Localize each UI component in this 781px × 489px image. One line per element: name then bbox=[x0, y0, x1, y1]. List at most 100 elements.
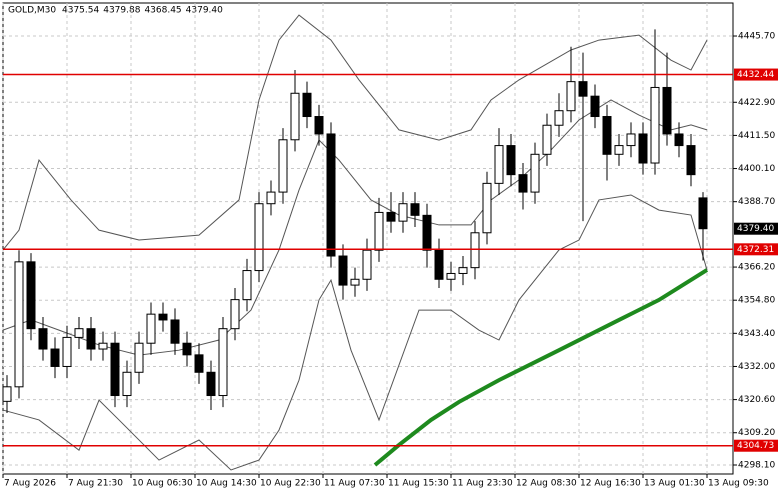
ohlc-info: 4379.88 bbox=[103, 6, 140, 16]
candle-body bbox=[446, 272, 456, 280]
level-label: 4432.44 bbox=[737, 70, 774, 80]
y-tick-label: 4422.90 bbox=[738, 98, 775, 108]
candle-body bbox=[458, 267, 468, 274]
candle-body bbox=[386, 211, 396, 222]
ohlc-info: 4368.45 bbox=[144, 6, 181, 16]
x-tick-label: 13 Aug 09:30 bbox=[708, 479, 769, 489]
ohlc-info: 4375.54 bbox=[62, 6, 99, 16]
chart-title: GOLD,M30 bbox=[8, 6, 56, 16]
candle-body bbox=[122, 371, 132, 397]
candle-body bbox=[494, 145, 504, 184]
candle-body bbox=[2, 386, 12, 402]
candle-body bbox=[74, 328, 84, 338]
candle-body bbox=[338, 255, 348, 286]
candle-body bbox=[290, 92, 300, 141]
level-label-box bbox=[734, 68, 778, 81]
x-tick-label: 11 Aug 23:30 bbox=[452, 479, 513, 489]
candle-body bbox=[578, 81, 588, 97]
x-tick-label: 13 Aug 01:30 bbox=[644, 479, 705, 489]
x-tick-label: 11 Aug 07:30 bbox=[324, 479, 385, 489]
candle-body bbox=[26, 261, 36, 330]
candle-body bbox=[158, 313, 168, 321]
y-tick-label: 4332.00 bbox=[738, 362, 775, 372]
candle-body bbox=[374, 211, 384, 251]
ohlc-info: 4379.40 bbox=[186, 6, 223, 16]
candle-body bbox=[218, 328, 228, 397]
x-tick-label: 10 Aug 22:30 bbox=[260, 479, 321, 489]
candle-body bbox=[350, 278, 360, 286]
price-label: 4379.40 bbox=[737, 224, 774, 234]
level-label: 4372.31 bbox=[737, 245, 774, 255]
level-label: 4304.73 bbox=[737, 441, 774, 451]
candle-body bbox=[542, 124, 552, 155]
candle-body bbox=[482, 182, 492, 234]
x-tick-label: 12 Aug 08:30 bbox=[516, 479, 577, 489]
candle-body bbox=[518, 174, 528, 193]
y-tick-label: 4343.40 bbox=[738, 329, 775, 339]
candle-body bbox=[86, 328, 96, 350]
candle-body bbox=[698, 197, 708, 230]
candle-body bbox=[554, 110, 564, 126]
candle-body bbox=[398, 203, 408, 222]
candle-body bbox=[38, 328, 48, 350]
x-tick-label: 10 Aug 14:30 bbox=[196, 479, 257, 489]
x-tick-label: 10 Aug 06:30 bbox=[132, 479, 193, 489]
candle-body bbox=[662, 86, 672, 135]
y-tick-label: 4400.10 bbox=[738, 164, 775, 174]
indicator-line bbox=[2, 194, 708, 471]
candle-body bbox=[242, 270, 252, 301]
y-tick-label: 4354.80 bbox=[738, 296, 775, 306]
candle-body bbox=[326, 133, 336, 257]
y-tick-label: 4445.70 bbox=[738, 32, 775, 42]
candle-body bbox=[650, 86, 660, 164]
candle-body bbox=[614, 145, 624, 155]
candle-body bbox=[302, 92, 312, 118]
y-tick-label: 4298.10 bbox=[738, 460, 775, 470]
y-tick-label: 4366.20 bbox=[738, 263, 775, 273]
candle-body bbox=[506, 145, 516, 176]
candle-body bbox=[266, 191, 276, 205]
y-tick-label: 4388.70 bbox=[738, 197, 775, 207]
candle-body bbox=[470, 232, 480, 269]
candle-body bbox=[422, 214, 432, 251]
candle-body bbox=[566, 81, 576, 112]
y-tick-label: 4320.60 bbox=[738, 395, 775, 405]
level-label-box bbox=[734, 243, 778, 256]
candle-body bbox=[362, 249, 372, 280]
indicator-line bbox=[2, 14, 708, 251]
candle-body bbox=[194, 354, 204, 373]
candle-body bbox=[674, 133, 684, 147]
x-tick-label: 12 Aug 16:30 bbox=[580, 479, 641, 489]
indicator-line bbox=[373, 268, 709, 467]
y-tick-label: 4411.50 bbox=[738, 131, 775, 141]
y-tick-label: 4309.20 bbox=[738, 428, 775, 438]
candle-body bbox=[182, 342, 192, 356]
candle-body bbox=[626, 133, 636, 147]
x-tick-label: 7 Aug 21:30 bbox=[68, 479, 123, 489]
candle-body bbox=[206, 371, 216, 397]
candle-body bbox=[530, 153, 540, 193]
candle-body bbox=[230, 299, 240, 330]
x-tick-label: 7 Aug 2026 bbox=[4, 479, 56, 489]
candle-body bbox=[98, 342, 108, 350]
candle-body bbox=[434, 249, 444, 280]
candle-body bbox=[14, 261, 24, 388]
x-tick-label: 11 Aug 15:30 bbox=[388, 479, 449, 489]
candle-body bbox=[278, 139, 288, 193]
candle-body bbox=[686, 145, 696, 176]
plot-frame bbox=[2, 2, 734, 475]
candle-body bbox=[314, 116, 324, 135]
candle-body bbox=[146, 313, 156, 344]
candle-body bbox=[134, 342, 144, 373]
candle-body bbox=[590, 95, 600, 118]
candle-body bbox=[638, 133, 648, 164]
candle-body bbox=[110, 342, 120, 397]
candle-body bbox=[170, 319, 180, 344]
candle-body bbox=[50, 348, 60, 367]
candle-body bbox=[410, 203, 420, 216]
price-label-box bbox=[734, 222, 778, 235]
candle-body bbox=[254, 203, 264, 272]
candle-body bbox=[602, 116, 612, 155]
candle-body bbox=[62, 336, 72, 367]
